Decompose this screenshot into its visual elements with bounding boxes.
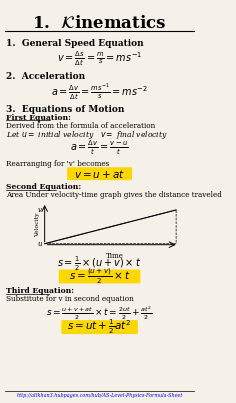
Text: Derived from the formula of acceleration: Derived from the formula of acceleration bbox=[6, 122, 155, 129]
Text: 1.  $\mathcal{K}$inematics: 1. $\mathcal{K}$inematics bbox=[32, 15, 167, 32]
Text: 3.  Equations of Motion: 3. Equations of Motion bbox=[6, 105, 124, 114]
Text: Let $u =$ initial velocity: Let $u =$ initial velocity bbox=[6, 129, 94, 141]
Text: Area Under velocity-time graph gives the distance traveled: Area Under velocity-time graph gives the… bbox=[6, 191, 221, 199]
Text: $v = u + at$: $v = u + at$ bbox=[74, 168, 125, 180]
Text: u: u bbox=[38, 240, 42, 248]
Text: $a = \frac{\Delta v}{t} = \frac{v - u}{t}$: $a = \frac{\Delta v}{t} = \frac{v - u}{t… bbox=[70, 139, 129, 157]
Text: Velocity: Velocity bbox=[35, 212, 40, 237]
Text: Rearranging for 'v' becomes: Rearranging for 'v' becomes bbox=[6, 160, 109, 168]
FancyBboxPatch shape bbox=[61, 320, 138, 334]
Text: 1.  General Speed Equation: 1. General Speed Equation bbox=[6, 39, 143, 48]
FancyBboxPatch shape bbox=[59, 270, 140, 283]
Text: $s = ut + \frac{1}{2}at^2$: $s = ut + \frac{1}{2}at^2$ bbox=[67, 318, 132, 337]
Text: $s = \frac{(u + v)}{2} \times t$: $s = \frac{(u + v)}{2} \times t$ bbox=[68, 266, 131, 287]
Text: $v = \frac{\Delta s}{\Delta t} = \frac{m}{s} = ms^{-1}$: $v = \frac{\Delta s}{\Delta t} = \frac{m… bbox=[57, 50, 142, 68]
FancyBboxPatch shape bbox=[67, 167, 132, 180]
Text: First Equation:: First Equation: bbox=[6, 114, 71, 122]
Text: Second Equation:: Second Equation: bbox=[6, 183, 81, 191]
Text: http://altkhan3.hubpages.com/hub/AS-Level-Physics-Formula-Sheet: http://altkhan3.hubpages.com/hub/AS-Leve… bbox=[16, 393, 183, 398]
Text: Substitute for v in second equation: Substitute for v in second equation bbox=[6, 295, 133, 303]
Text: $v =$ final velocity: $v =$ final velocity bbox=[100, 129, 168, 141]
Text: Time: Time bbox=[106, 251, 123, 260]
Text: $s = \frac{1}{2} \times (u + v) \times t$: $s = \frac{1}{2} \times (u + v) \times t… bbox=[58, 255, 142, 273]
Text: Third Equation:: Third Equation: bbox=[6, 287, 74, 295]
Text: v: v bbox=[38, 206, 42, 214]
Text: 2.  Acceleration: 2. Acceleration bbox=[6, 72, 85, 81]
Text: $s = \frac{u + v + at}{2} \times t = \frac{2ut}{2} + \frac{at^2}{2}$: $s = \frac{u + v + at}{2} \times t = \fr… bbox=[46, 304, 153, 322]
Text: $a = \frac{\Delta v}{\Delta t} = \frac{ms^{-1}}{s} = ms^{-2}$: $a = \frac{\Delta v}{\Delta t} = \frac{m… bbox=[51, 83, 148, 102]
